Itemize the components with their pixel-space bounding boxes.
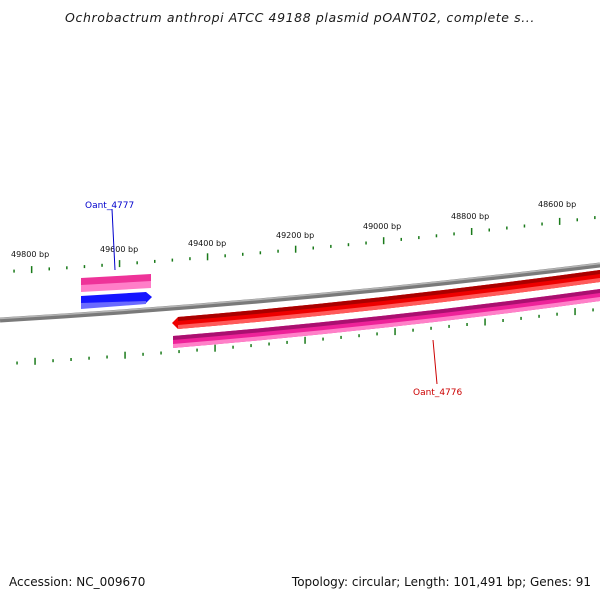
minor-tick <box>506 226 508 230</box>
minor-tick <box>189 257 191 261</box>
minor-tick <box>16 361 18 365</box>
minor-tick <box>430 326 432 330</box>
inner-tick-track <box>16 308 594 365</box>
major-tick <box>558 217 561 225</box>
cds-feature-oant-4776[interactable] <box>172 270 600 329</box>
minor-tick <box>556 312 558 316</box>
tick-label: 49000 bp <box>363 222 401 231</box>
accession-text: Accession: NC_009670 <box>9 575 146 589</box>
minor-tick <box>594 216 596 220</box>
minor-tick <box>520 316 522 320</box>
minor-tick <box>322 337 324 341</box>
minor-tick <box>488 228 490 232</box>
genome-summary-text: Topology: circular; Length: 101,491 bp; … <box>291 575 591 589</box>
minor-tick <box>224 254 226 258</box>
major-tick <box>34 357 36 365</box>
tick-label: 49400 bp <box>188 239 226 248</box>
minor-tick <box>106 355 108 359</box>
minor-tick <box>136 261 138 265</box>
minor-tick <box>259 251 262 255</box>
minor-tick <box>70 358 72 361</box>
minor-tick <box>453 232 455 236</box>
minor-tick <box>523 224 526 228</box>
gene-feature-oant-4777[interactable] <box>81 274 151 292</box>
map-title: Ochrobactrum anthropi ATCC 49188 plasmid… <box>65 10 535 25</box>
minor-tick <box>277 249 279 253</box>
minor-tick <box>13 269 15 273</box>
minor-tick <box>196 348 198 352</box>
minor-tick <box>83 265 86 269</box>
major-tick <box>394 328 396 336</box>
minor-tick <box>400 237 402 241</box>
gene-feature-oant-4776[interactable] <box>173 289 600 348</box>
minor-tick <box>286 340 288 344</box>
major-tick <box>470 228 473 235</box>
minor-tick <box>171 258 174 262</box>
minor-tick <box>502 319 504 322</box>
minor-tick <box>88 356 90 360</box>
tick-label: 49200 bp <box>276 231 314 240</box>
minor-tick <box>576 218 578 222</box>
minor-tick <box>466 323 468 326</box>
major-tick <box>124 351 126 359</box>
minor-tick <box>347 243 350 247</box>
minor-tick <box>52 359 54 363</box>
minor-tick <box>250 344 252 348</box>
major-tick <box>484 318 486 326</box>
minor-tick <box>358 334 360 338</box>
minor-tick <box>142 352 144 356</box>
outer-tick-track <box>13 216 596 274</box>
minor-tick <box>340 335 342 339</box>
plasmid-backbone-highlight <box>0 262 600 320</box>
minor-tick <box>66 266 68 270</box>
minor-tick <box>376 332 378 336</box>
cds-feature-oant-4777[interactable] <box>81 292 152 309</box>
major-tick <box>30 266 33 274</box>
minor-tick <box>101 263 103 267</box>
gene-label-oant-4776[interactable]: Oant_4776 <box>413 388 463 398</box>
label-leader-oant-4776 <box>432 339 438 385</box>
tick-labels: 49800 bp 49600 bp 49400 bp 49200 bp 4900… <box>11 200 576 259</box>
major-tick <box>382 237 385 245</box>
minor-tick <box>178 350 180 354</box>
minor-tick <box>541 222 543 226</box>
major-tick <box>206 253 209 261</box>
minor-tick <box>232 345 234 349</box>
minor-tick <box>448 324 450 328</box>
minor-tick <box>418 236 420 240</box>
minor-tick <box>268 342 270 346</box>
minor-tick <box>154 259 156 263</box>
major-tick <box>118 260 121 268</box>
tick-label: 48800 bp <box>451 212 489 221</box>
gene-label-oant-4777[interactable]: Oant_4777 <box>85 201 134 211</box>
minor-tick <box>48 267 50 271</box>
tick-label: 48600 bp <box>538 200 576 209</box>
tick-label: 49800 bp <box>11 250 49 259</box>
minor-tick <box>435 234 438 238</box>
minor-tick <box>330 244 332 248</box>
major-tick <box>574 308 576 316</box>
minor-tick <box>242 252 244 256</box>
minor-tick <box>592 308 594 312</box>
minor-tick <box>312 246 314 250</box>
plasmid-backbone <box>0 262 600 323</box>
major-tick <box>214 344 216 352</box>
minor-tick <box>412 328 414 332</box>
label-leader-oant-4777 <box>111 208 116 271</box>
major-tick <box>294 245 297 253</box>
tick-label: 49600 bp <box>100 245 138 254</box>
minor-tick <box>365 241 367 245</box>
minor-tick <box>160 351 162 355</box>
major-tick <box>304 336 306 344</box>
minor-tick <box>538 314 540 318</box>
